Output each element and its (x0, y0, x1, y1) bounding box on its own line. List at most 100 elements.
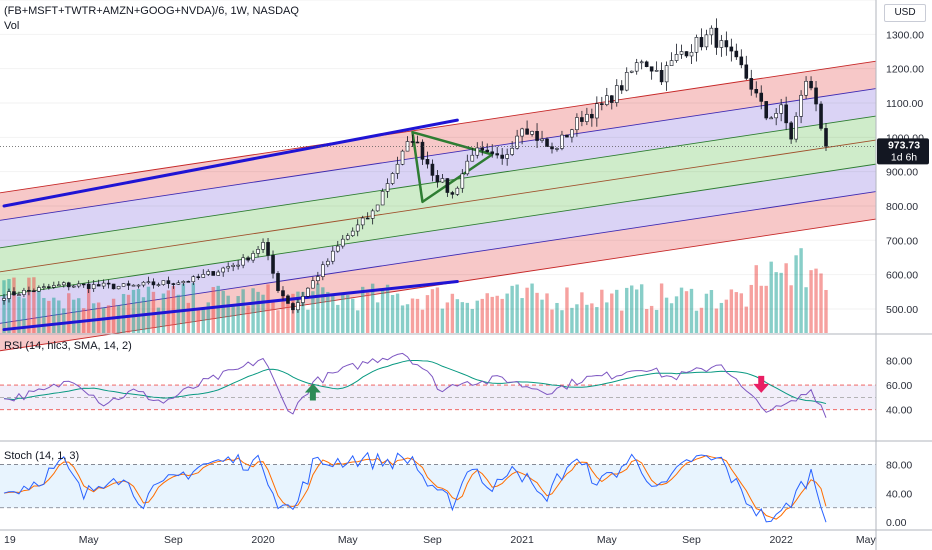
volume-bar (555, 302, 559, 333)
candle-body (445, 178, 450, 193)
candle-body (694, 37, 699, 53)
candle-body (66, 282, 71, 288)
candle-body (804, 80, 808, 96)
rsi-axis[interactable]: 80.00 60.00 40.00 (886, 355, 912, 416)
candle-body (619, 85, 624, 91)
volume-bar (789, 285, 793, 333)
stoch-axis[interactable]: 80.00 40.00 0.00 (886, 459, 912, 529)
volume-bar (674, 296, 679, 333)
time-tick-label: Sep (423, 534, 442, 546)
candle-body (321, 264, 325, 277)
candle-body (326, 260, 330, 266)
candle-body (659, 70, 664, 83)
volume-bar (221, 290, 225, 333)
volume-bar (595, 307, 599, 333)
volume-bar (126, 294, 131, 333)
volume-bar (231, 304, 235, 333)
rsi-tick-label: 60.00 (886, 380, 912, 392)
rsi-title[interactable]: RSI (14, hlc3, SMA, 14, 2) (4, 340, 132, 352)
candle-body (435, 175, 440, 183)
candle-body (365, 217, 370, 220)
candle-body (47, 286, 51, 288)
candle-body (350, 230, 355, 236)
candle-body (126, 283, 131, 286)
candle-body (535, 131, 539, 141)
candle-body (525, 128, 529, 135)
volume-bar (67, 293, 71, 333)
candle-body (241, 257, 245, 266)
candle-body (81, 283, 86, 286)
currency-button[interactable]: USD (884, 4, 926, 22)
volume-bar (346, 295, 350, 333)
candle-body (629, 70, 634, 73)
stoch-title[interactable]: Stoch (14, 1, 3) (4, 450, 80, 462)
price-axis[interactable]: 500.00600.00700.00800.00900.001000.00110… (886, 29, 924, 316)
volume-bar (425, 295, 430, 333)
volume-bar (460, 302, 465, 333)
volume-bar (111, 298, 116, 333)
volume-bar (545, 293, 549, 333)
volume-bar (286, 296, 290, 333)
candle-body (505, 154, 509, 159)
volume-bar (351, 298, 355, 333)
volume-bar (694, 310, 699, 333)
volume-bar (370, 283, 375, 333)
volume-bar (734, 292, 739, 333)
candle-body (246, 257, 250, 261)
candle-body (600, 103, 604, 105)
volume-bar (495, 295, 499, 333)
time-axis[interactable]: 19 May Sep 2020 May Sep 2021 May Sep 2022 May (4, 534, 877, 546)
candle-body (276, 273, 280, 291)
last-price-value: 973.73 (888, 139, 920, 151)
candle-body (604, 95, 609, 105)
candle-body (679, 51, 684, 55)
volume-bar (331, 295, 335, 333)
volume-bar (450, 293, 455, 333)
volume-bar (510, 285, 514, 333)
candle-body (86, 283, 91, 289)
volume-bar (570, 307, 574, 333)
volume-bar (420, 309, 425, 333)
volume-bar (525, 287, 529, 333)
candle-body (111, 283, 116, 290)
volume-bar (256, 291, 260, 333)
volume-bar (32, 277, 36, 333)
volume-bar (689, 288, 694, 333)
volume-bar (336, 304, 340, 333)
price-tick-label: 700.00 (886, 235, 918, 247)
up-arrow-icon (304, 383, 321, 401)
candle-body (654, 70, 659, 72)
volume-bar (714, 308, 719, 333)
volume-bar (620, 310, 624, 333)
candle-body (161, 280, 166, 285)
candle-body (395, 163, 400, 174)
volume-bar (540, 299, 544, 333)
candle-body (664, 65, 669, 83)
volume-bar (226, 295, 230, 333)
volume-bar (430, 289, 435, 333)
volume-bar (186, 302, 191, 333)
candle-body (420, 141, 425, 160)
candle-body (355, 224, 360, 232)
volume-bar (415, 298, 420, 333)
candle-body (809, 80, 813, 89)
volume-bar (206, 302, 210, 333)
candle-body (171, 283, 176, 285)
candle-body (639, 61, 644, 64)
candle-body (236, 264, 240, 267)
candle-body (121, 283, 126, 287)
volume-bar (321, 287, 325, 333)
candle-body (37, 287, 41, 292)
candle-body (311, 280, 315, 289)
symbol-title[interactable]: (FB+MSFT+TWTR+AMZN+GOOG+NVDA)/6, 1W, NAS… (4, 5, 299, 17)
volume-legend[interactable]: Vol (4, 20, 20, 32)
candle-body (450, 192, 455, 195)
down-arrow-icon (753, 375, 770, 393)
candles[interactable] (2, 18, 828, 314)
time-tick-label: 2021 (510, 534, 534, 546)
drawing-tools[interactable] (2, 118, 494, 332)
candle-body (12, 291, 16, 296)
candle-body (42, 286, 46, 288)
candle-body (540, 138, 544, 141)
